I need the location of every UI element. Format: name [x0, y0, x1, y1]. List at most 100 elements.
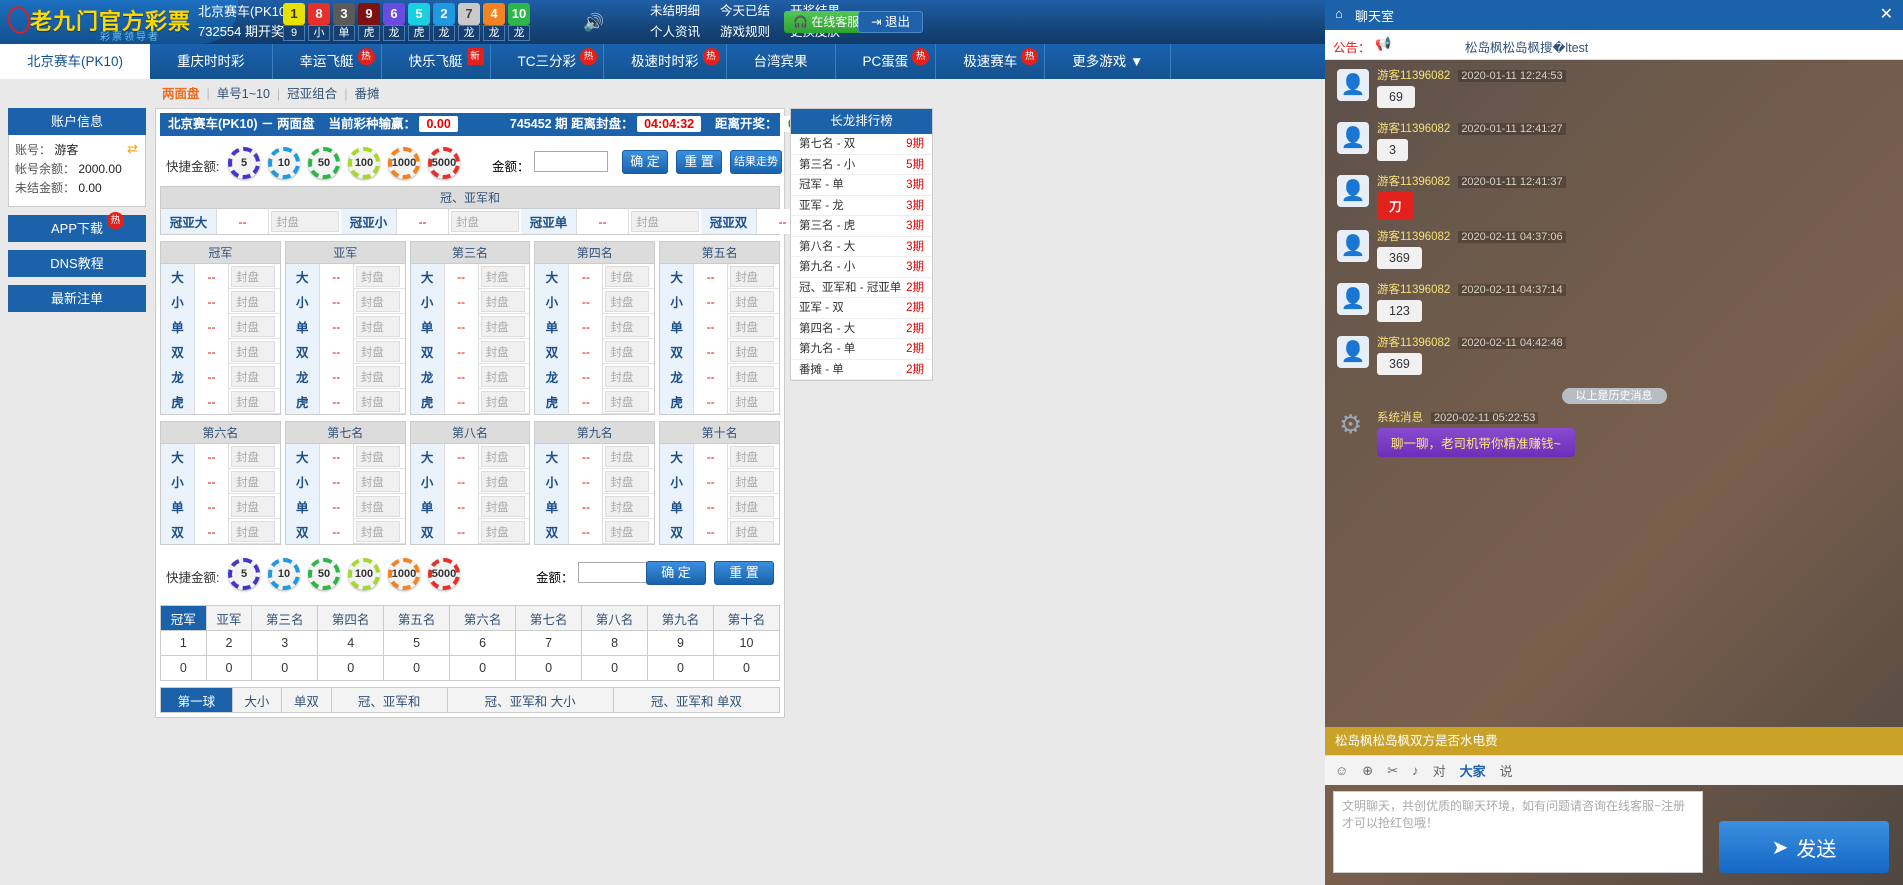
bet-cell[interactable]: 龙 -- 封盘	[660, 364, 776, 389]
bet-amount-input[interactable]: 封盘	[231, 496, 275, 517]
bottom-tab[interactable]: 冠、亚军和	[330, 687, 448, 713]
dragon-row[interactable]: 第九名 - 小 3期	[791, 257, 932, 278]
result-header-cell[interactable]: 第三名	[251, 605, 319, 631]
bet-cell[interactable]: 虎 -- 封盘	[161, 389, 277, 414]
refresh-icon[interactable]: ⇄	[127, 141, 138, 156]
bet-amount-input[interactable]: 封盘	[451, 211, 519, 232]
bet-amount-input[interactable]: 封盘	[480, 316, 525, 337]
bottom-tab[interactable]: 第一球	[160, 687, 233, 713]
bet-amount-input[interactable]: 封盘	[605, 471, 650, 492]
game-tab[interactable]: 极速赛车热	[936, 44, 1046, 79]
chip-100[interactable]: 100	[348, 147, 380, 179]
bet-amount-input[interactable]: 封盘	[355, 471, 400, 492]
bet-amount-input[interactable]: 封盘	[231, 446, 275, 467]
result-header-cell[interactable]: 亚军	[205, 605, 253, 631]
bet-cell[interactable]: 虎 -- 封盘	[535, 389, 651, 414]
game-tab[interactable]: 快乐飞艇新	[382, 44, 491, 79]
result-header-cell[interactable]: 第五名	[383, 605, 451, 631]
dragon-row[interactable]: 亚军 - 双 2期	[791, 298, 932, 319]
chat-tool-icon[interactable]: ✂	[1387, 762, 1399, 778]
game-tab[interactable]: 极速时时彩热	[604, 44, 727, 79]
chat-target[interactable]: 大家	[1459, 764, 1486, 779]
dragon-row[interactable]: 第三名 - 虎 3期	[791, 216, 932, 237]
game-tab[interactable]: PC蛋蛋热	[836, 44, 937, 79]
chat-tool-icon[interactable]: ☺	[1335, 763, 1349, 778]
amount-input[interactable]	[534, 151, 608, 172]
logo[interactable]: 老九门官方彩票 彩票领导者	[0, 0, 238, 44]
bet-cell[interactable]: 大 -- 封盘	[535, 444, 651, 469]
dragon-row[interactable]: 亚军 - 龙 3期	[791, 196, 932, 216]
game-tab[interactable]: 更多游戏 ▼	[1045, 44, 1172, 79]
bet-amount-input[interactable]: 封盘	[355, 266, 400, 287]
bet-amount-input[interactable]: 封盘	[730, 341, 775, 362]
chat-promo-bubble[interactable]: 聊一聊，老司机带你精准赚钱~	[1377, 428, 1575, 457]
bet-amount-input[interactable]: 封盘	[480, 266, 525, 287]
bet-amount-input[interactable]: 封盘	[355, 496, 400, 517]
bet-cell[interactable]: 小 -- 封盘	[161, 469, 277, 494]
dragon-row[interactable]: 第八名 - 大 3期	[791, 237, 932, 257]
bet-amount-input[interactable]: 封盘	[730, 446, 775, 467]
game-tab[interactable]: 北京赛车(PK10)	[0, 44, 151, 79]
amount-input-2[interactable]	[578, 562, 652, 583]
reset-button[interactable]: 重 置	[676, 150, 722, 174]
chat-tool-icon[interactable]: ♪	[1412, 763, 1419, 778]
bet-amount-input[interactable]: 封盘	[605, 521, 650, 542]
bet-cell[interactable]: 大 -- 封盘	[660, 264, 776, 289]
header-link[interactable]: 个人资讯	[650, 25, 701, 39]
bet-amount-input[interactable]: 封盘	[480, 366, 525, 387]
bet-cell[interactable]: 龙 -- 封盘	[410, 364, 527, 389]
logout-button[interactable]: ⇥ 退出	[858, 11, 923, 33]
bet-cell[interactable]: 单 -- 封盘	[285, 314, 402, 339]
bet-amount-input[interactable]: 封盘	[480, 521, 525, 542]
bet-cell[interactable]: 大 -- 封盘	[410, 264, 527, 289]
bet-cell[interactable]: 单 -- 封盘	[410, 314, 527, 339]
bet-cell[interactable]: 双 -- 封盘	[410, 339, 527, 364]
bet-cell[interactable]: 小 -- 封盘	[535, 289, 651, 314]
result-header-cell[interactable]: 第八名	[581, 605, 649, 631]
bet-amount-input[interactable]: 封盘	[730, 266, 775, 287]
chip-5000[interactable]: 5000	[428, 147, 460, 179]
bottom-tab[interactable]: 冠、亚军和 单双	[612, 687, 781, 713]
chip-10[interactable]: 10	[268, 558, 300, 590]
bet-cell[interactable]: 小 -- 封盘	[285, 289, 402, 314]
sidebar-button[interactable]: DNS教程	[8, 250, 146, 277]
bet-cell[interactable]: 大 -- 封盘	[660, 444, 776, 469]
bet-amount-input[interactable]: 封盘	[480, 291, 525, 312]
bet-cell[interactable]: 小 -- 封盘	[660, 469, 776, 494]
bet-amount-input[interactable]: 封盘	[355, 316, 400, 337]
game-tab[interactable]: 台湾宾果	[727, 44, 836, 79]
bet-cell[interactable]: 大 -- 封盘	[161, 264, 277, 289]
bet-amount-input[interactable]: 封盘	[730, 391, 775, 412]
result-header-cell[interactable]: 第六名	[449, 605, 517, 631]
dragon-row[interactable]: 第四名 - 大 2期	[791, 319, 932, 339]
result-header-cell[interactable]: 冠军	[160, 605, 207, 631]
bet-cell[interactable]: 大 -- 封盘	[410, 444, 527, 469]
bet-amount-input[interactable]: 封盘	[480, 496, 525, 517]
header-link[interactable]: 今天已结	[720, 4, 771, 18]
bet-amount-input[interactable]: 封盘	[480, 391, 525, 412]
bet-cell[interactable]: 冠亚小 -- 封盘	[341, 209, 521, 234]
bet-amount-input[interactable]: 封盘	[631, 211, 699, 232]
chip-50[interactable]: 50	[308, 558, 340, 590]
sidebar-button[interactable]: 最新注单	[8, 285, 146, 312]
game-tab[interactable]: 幸运飞艇热	[273, 44, 382, 79]
bet-cell[interactable]: 双 -- 封盘	[410, 519, 527, 544]
bottom-tab[interactable]: 单双	[281, 687, 332, 713]
bet-cell[interactable]: 单 -- 封盘	[161, 314, 277, 339]
bet-amount-input[interactable]: 封盘	[730, 291, 775, 312]
bet-amount-input[interactable]: 封盘	[355, 291, 400, 312]
chat-tool-icon[interactable]: ⊕	[1362, 762, 1374, 778]
sub-nav-item[interactable]: 两面盘	[162, 87, 200, 101]
bet-cell[interactable]: 双 -- 封盘	[285, 339, 402, 364]
bet-cell[interactable]: 虎 -- 封盘	[660, 389, 776, 414]
bet-amount-input[interactable]: 封盘	[605, 341, 650, 362]
sub-nav-item[interactable]: 冠亚组合	[287, 87, 338, 101]
bet-cell[interactable]: 冠亚大 -- 封盘	[161, 209, 341, 234]
result-header-cell[interactable]: 第七名	[515, 605, 583, 631]
bet-cell[interactable]: 小 -- 封盘	[285, 469, 402, 494]
dragon-row[interactable]: 冠军 - 单 3期	[791, 175, 932, 196]
bet-amount-input[interactable]: 封盘	[605, 291, 650, 312]
bet-cell[interactable]: 小 -- 封盘	[660, 289, 776, 314]
bet-cell[interactable]: 双 -- 封盘	[161, 339, 277, 364]
dragon-row[interactable]: 第七名 - 双 9期	[791, 134, 932, 155]
